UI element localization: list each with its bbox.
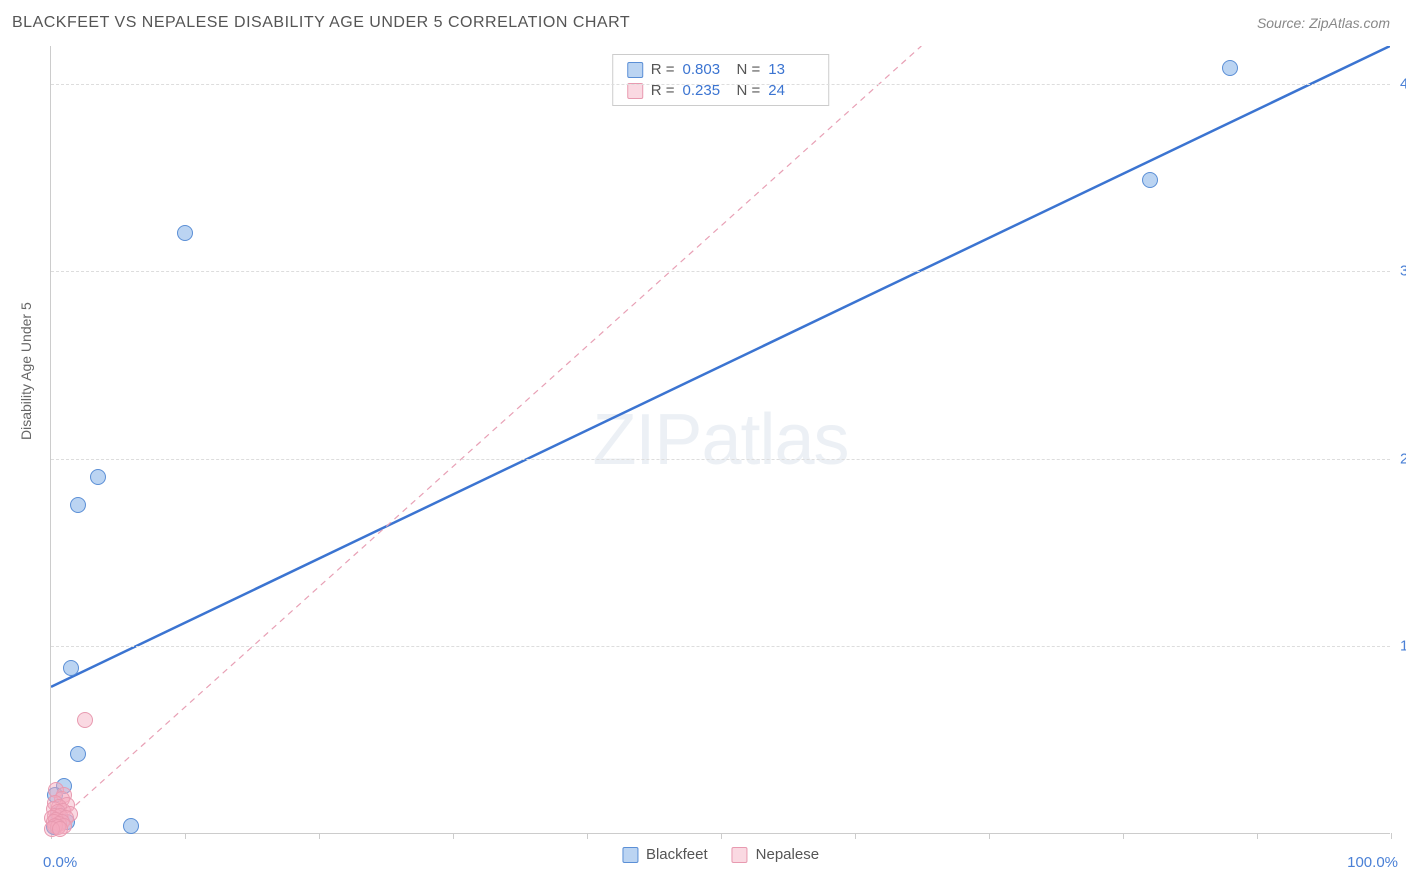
correlation-legend: R = 0.803 N = 13 R = 0.235 N = 24 [612, 54, 830, 106]
nepalese-swatch-icon [627, 83, 643, 99]
nepalese-n-value: 24 [768, 82, 814, 99]
trend-line-blackfeet [51, 46, 1390, 687]
data-point-nepalese [77, 712, 93, 728]
chart-title: BLACKFEET VS NEPALESE DISABILITY AGE UND… [12, 14, 630, 32]
nepalese-label: Nepalese [756, 846, 819, 863]
scatter-chart: ZIPatlas R = 0.803 N = 13 R = 0.235 N = … [50, 46, 1390, 834]
data-point-blackfeet [123, 818, 139, 834]
watermark-atlas: atlas [701, 400, 848, 480]
r-label: R = [651, 61, 675, 78]
watermark-zip: ZIP [592, 400, 701, 480]
data-point-blackfeet [177, 225, 193, 241]
y-axis-title: Disability Age Under 5 [18, 302, 34, 440]
gridline [51, 646, 1390, 647]
x-tick [587, 833, 588, 839]
blackfeet-swatch-icon [622, 847, 638, 863]
y-tick-label: 20.0% [1400, 450, 1406, 467]
x-tick [721, 833, 722, 839]
x-tick [319, 833, 320, 839]
r-label: R = [651, 82, 675, 99]
gridline [51, 271, 1390, 272]
nepalese-r-value: 0.235 [683, 82, 729, 99]
x-tick [1391, 833, 1392, 839]
chart-header: BLACKFEET VS NEPALESE DISABILITY AGE UND… [0, 0, 1406, 46]
x-tick [1257, 833, 1258, 839]
trend-lines [51, 46, 1390, 833]
x-tick-label: 100.0% [1347, 854, 1398, 871]
correlation-legend-row-blackfeet: R = 0.803 N = 13 [613, 59, 829, 80]
x-tick [855, 833, 856, 839]
data-point-blackfeet [63, 660, 79, 676]
nepalese-swatch-icon [732, 847, 748, 863]
x-tick-label: 0.0% [43, 854, 77, 871]
chart-source: Source: ZipAtlas.com [1257, 15, 1390, 31]
watermark: ZIPatlas [592, 399, 848, 481]
x-tick [989, 833, 990, 839]
gridline [51, 84, 1390, 85]
gridline [51, 459, 1390, 460]
series-legend-nepalese: Nepalese [732, 846, 819, 863]
n-label: N = [737, 61, 761, 78]
y-tick-label: 10.0% [1400, 638, 1406, 655]
series-legend: Blackfeet Nepalese [622, 846, 819, 863]
data-point-blackfeet [1222, 60, 1238, 76]
data-point-blackfeet [90, 469, 106, 485]
trend-line-nepalese [51, 46, 921, 827]
blackfeet-swatch-icon [627, 62, 643, 78]
data-point-nepalese [52, 821, 68, 837]
n-label: N = [737, 82, 761, 99]
x-tick [185, 833, 186, 839]
x-tick [1123, 833, 1124, 839]
x-tick [453, 833, 454, 839]
y-tick-label: 40.0% [1400, 75, 1406, 92]
blackfeet-n-value: 13 [768, 61, 814, 78]
data-point-blackfeet [1142, 172, 1158, 188]
data-point-blackfeet [70, 497, 86, 513]
y-tick-label: 30.0% [1400, 263, 1406, 280]
series-legend-blackfeet: Blackfeet [622, 846, 708, 863]
data-point-blackfeet [70, 746, 86, 762]
blackfeet-label: Blackfeet [646, 846, 708, 863]
blackfeet-r-value: 0.803 [683, 61, 729, 78]
